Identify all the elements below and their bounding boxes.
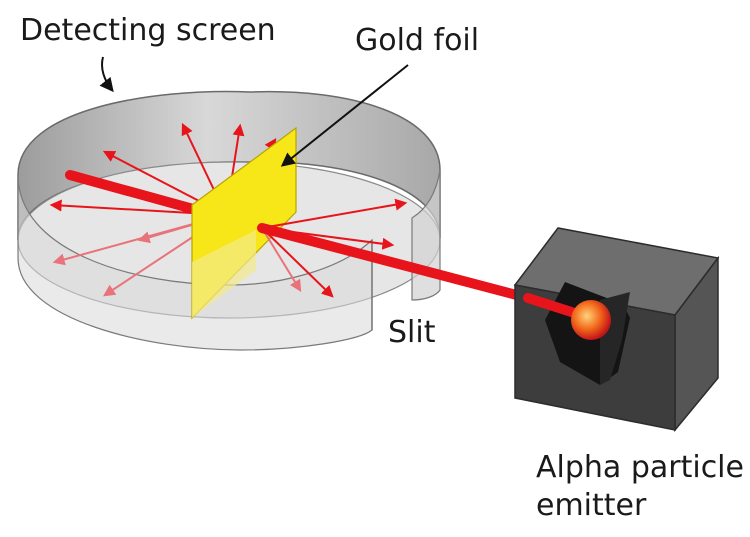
gold-foil	[191, 126, 297, 320]
label-gold-foil: Gold foil	[355, 23, 479, 58]
label-detecting-screen: Detecting screen	[20, 13, 276, 48]
alpha-particle-emitter	[513, 227, 720, 433]
label-emitter-line1: Alpha particle	[536, 450, 744, 485]
label-emitter-line2: emitter	[536, 488, 647, 523]
alpha-beam	[257, 223, 533, 303]
radioactive-source	[571, 300, 611, 340]
label-slit: Slit	[388, 315, 436, 350]
label-pointers	[99, 56, 409, 167]
